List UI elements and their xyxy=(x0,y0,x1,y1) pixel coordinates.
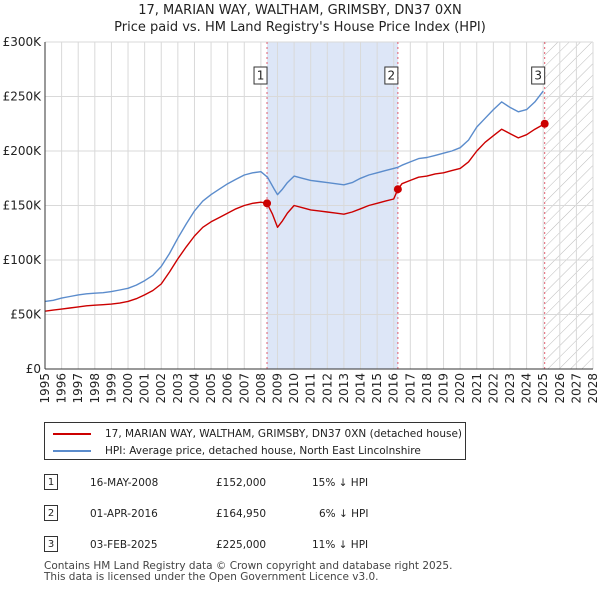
legend-label-hpi: HPI: Average price, detached house, Nort… xyxy=(105,445,421,457)
chart-title-line2: Price paid vs. HM Land Registry's House … xyxy=(114,20,486,35)
transaction-price: £225,000 xyxy=(216,539,267,551)
footer-attribution: Contains HM Land Registry data © Crown c… xyxy=(44,561,452,583)
y-tick-label: £0 xyxy=(26,362,41,376)
transaction-number: 2 xyxy=(44,505,58,521)
sale-label-box xyxy=(253,66,268,85)
legend-swatch-property xyxy=(53,433,91,435)
footer-line1: Contains HM Land Registry data © Crown c… xyxy=(44,560,453,572)
x-tick-label: 2016 xyxy=(387,373,401,404)
x-tick-label: 2021 xyxy=(470,373,484,404)
x-tick-label: 1995 xyxy=(38,373,52,404)
sale-label-box xyxy=(531,66,546,85)
x-tick-label: 2018 xyxy=(420,373,434,404)
x-tick-label: 2008 xyxy=(254,373,268,404)
property-series-line xyxy=(44,123,546,312)
x-tick-label: 2023 xyxy=(503,373,517,404)
x-tick-label: 2014 xyxy=(354,373,368,404)
x-tick-label: 2007 xyxy=(237,373,251,404)
sale-label-text: 1 xyxy=(257,69,265,83)
x-tick-label: 2009 xyxy=(270,373,284,404)
sale-label-text: 2 xyxy=(388,69,396,83)
transaction-number: 1 xyxy=(44,474,58,490)
x-tick-label: 2005 xyxy=(204,373,218,404)
y-tick-label: £150K xyxy=(3,199,43,213)
transaction-delta: 6% ↓ HPI xyxy=(319,508,369,520)
x-tick-label: 2022 xyxy=(486,373,500,404)
y-tick-label: £100K xyxy=(3,253,43,267)
sale-point xyxy=(263,199,272,208)
legend-swatch-hpi xyxy=(53,450,91,452)
chart-title-line1: 17, MARIAN WAY, WALTHAM, GRIMSBY, DN37 0… xyxy=(138,3,462,18)
x-tick-label: 2004 xyxy=(187,373,201,404)
x-tick-label: 2006 xyxy=(221,373,235,404)
x-tick-label: 2028 xyxy=(586,373,600,404)
transaction-price: £164,950 xyxy=(216,508,267,520)
y-tick-label: £200K xyxy=(3,144,43,158)
x-tick-label: 1997 xyxy=(71,373,85,404)
transaction-delta: 15% ↓ HPI xyxy=(312,477,369,489)
transaction-price: £152,000 xyxy=(216,477,267,489)
x-tick-label: 1996 xyxy=(55,373,69,404)
x-tick-label: 1998 xyxy=(88,373,102,404)
x-tick-label: 2026 xyxy=(553,373,567,404)
transaction-date: 01-APR-2016 xyxy=(90,508,158,520)
y-tick-label: £300K xyxy=(3,35,43,49)
x-tick-label: 2017 xyxy=(403,373,417,404)
chart-legend: 17, MARIAN WAY, WALTHAM, GRIMSBY, DN37 0… xyxy=(44,422,466,460)
x-tick-label: 2000 xyxy=(121,373,135,404)
x-tick-label: 2020 xyxy=(453,373,467,404)
x-tick-label: 2024 xyxy=(520,373,534,404)
x-tick-label: 2027 xyxy=(569,373,583,404)
sale-point xyxy=(540,119,549,128)
sale-point xyxy=(393,185,402,194)
y-tick-label: £250K xyxy=(3,90,43,104)
y-tick-label: £50K xyxy=(10,308,42,322)
hpi-series-line xyxy=(44,90,544,303)
x-tick-label: 2011 xyxy=(304,373,318,404)
x-tick-label: 2013 xyxy=(337,373,351,404)
x-tick-label: 2019 xyxy=(437,373,451,404)
x-tick-label: 2025 xyxy=(536,373,550,404)
x-tick-label: 2012 xyxy=(320,373,334,404)
x-tick-label: 2010 xyxy=(287,373,301,404)
x-tick-label: 2003 xyxy=(171,373,185,404)
transaction-date: 03-FEB-2025 xyxy=(90,539,158,551)
x-tick-label: 1999 xyxy=(104,373,118,404)
x-tick-label: 2015 xyxy=(370,373,384,404)
transaction-number: 3 xyxy=(44,536,58,552)
sale-label-text: 3 xyxy=(534,69,542,83)
chart-title: 17, MARIAN WAY, WALTHAM, GRIMSBY, DN37 0… xyxy=(0,2,600,36)
x-tick-label: 2001 xyxy=(138,373,152,404)
transaction-delta: 11% ↓ HPI xyxy=(312,539,369,551)
x-tick-label: 2002 xyxy=(154,373,168,404)
transaction-date: 16-MAY-2008 xyxy=(90,477,159,489)
footer-line2: This data is licensed under the Open Gov… xyxy=(44,571,379,583)
sale-label-box xyxy=(384,66,399,85)
legend-label-property: 17, MARIAN WAY, WALTHAM, GRIMSBY, DN37 0… xyxy=(105,428,463,440)
